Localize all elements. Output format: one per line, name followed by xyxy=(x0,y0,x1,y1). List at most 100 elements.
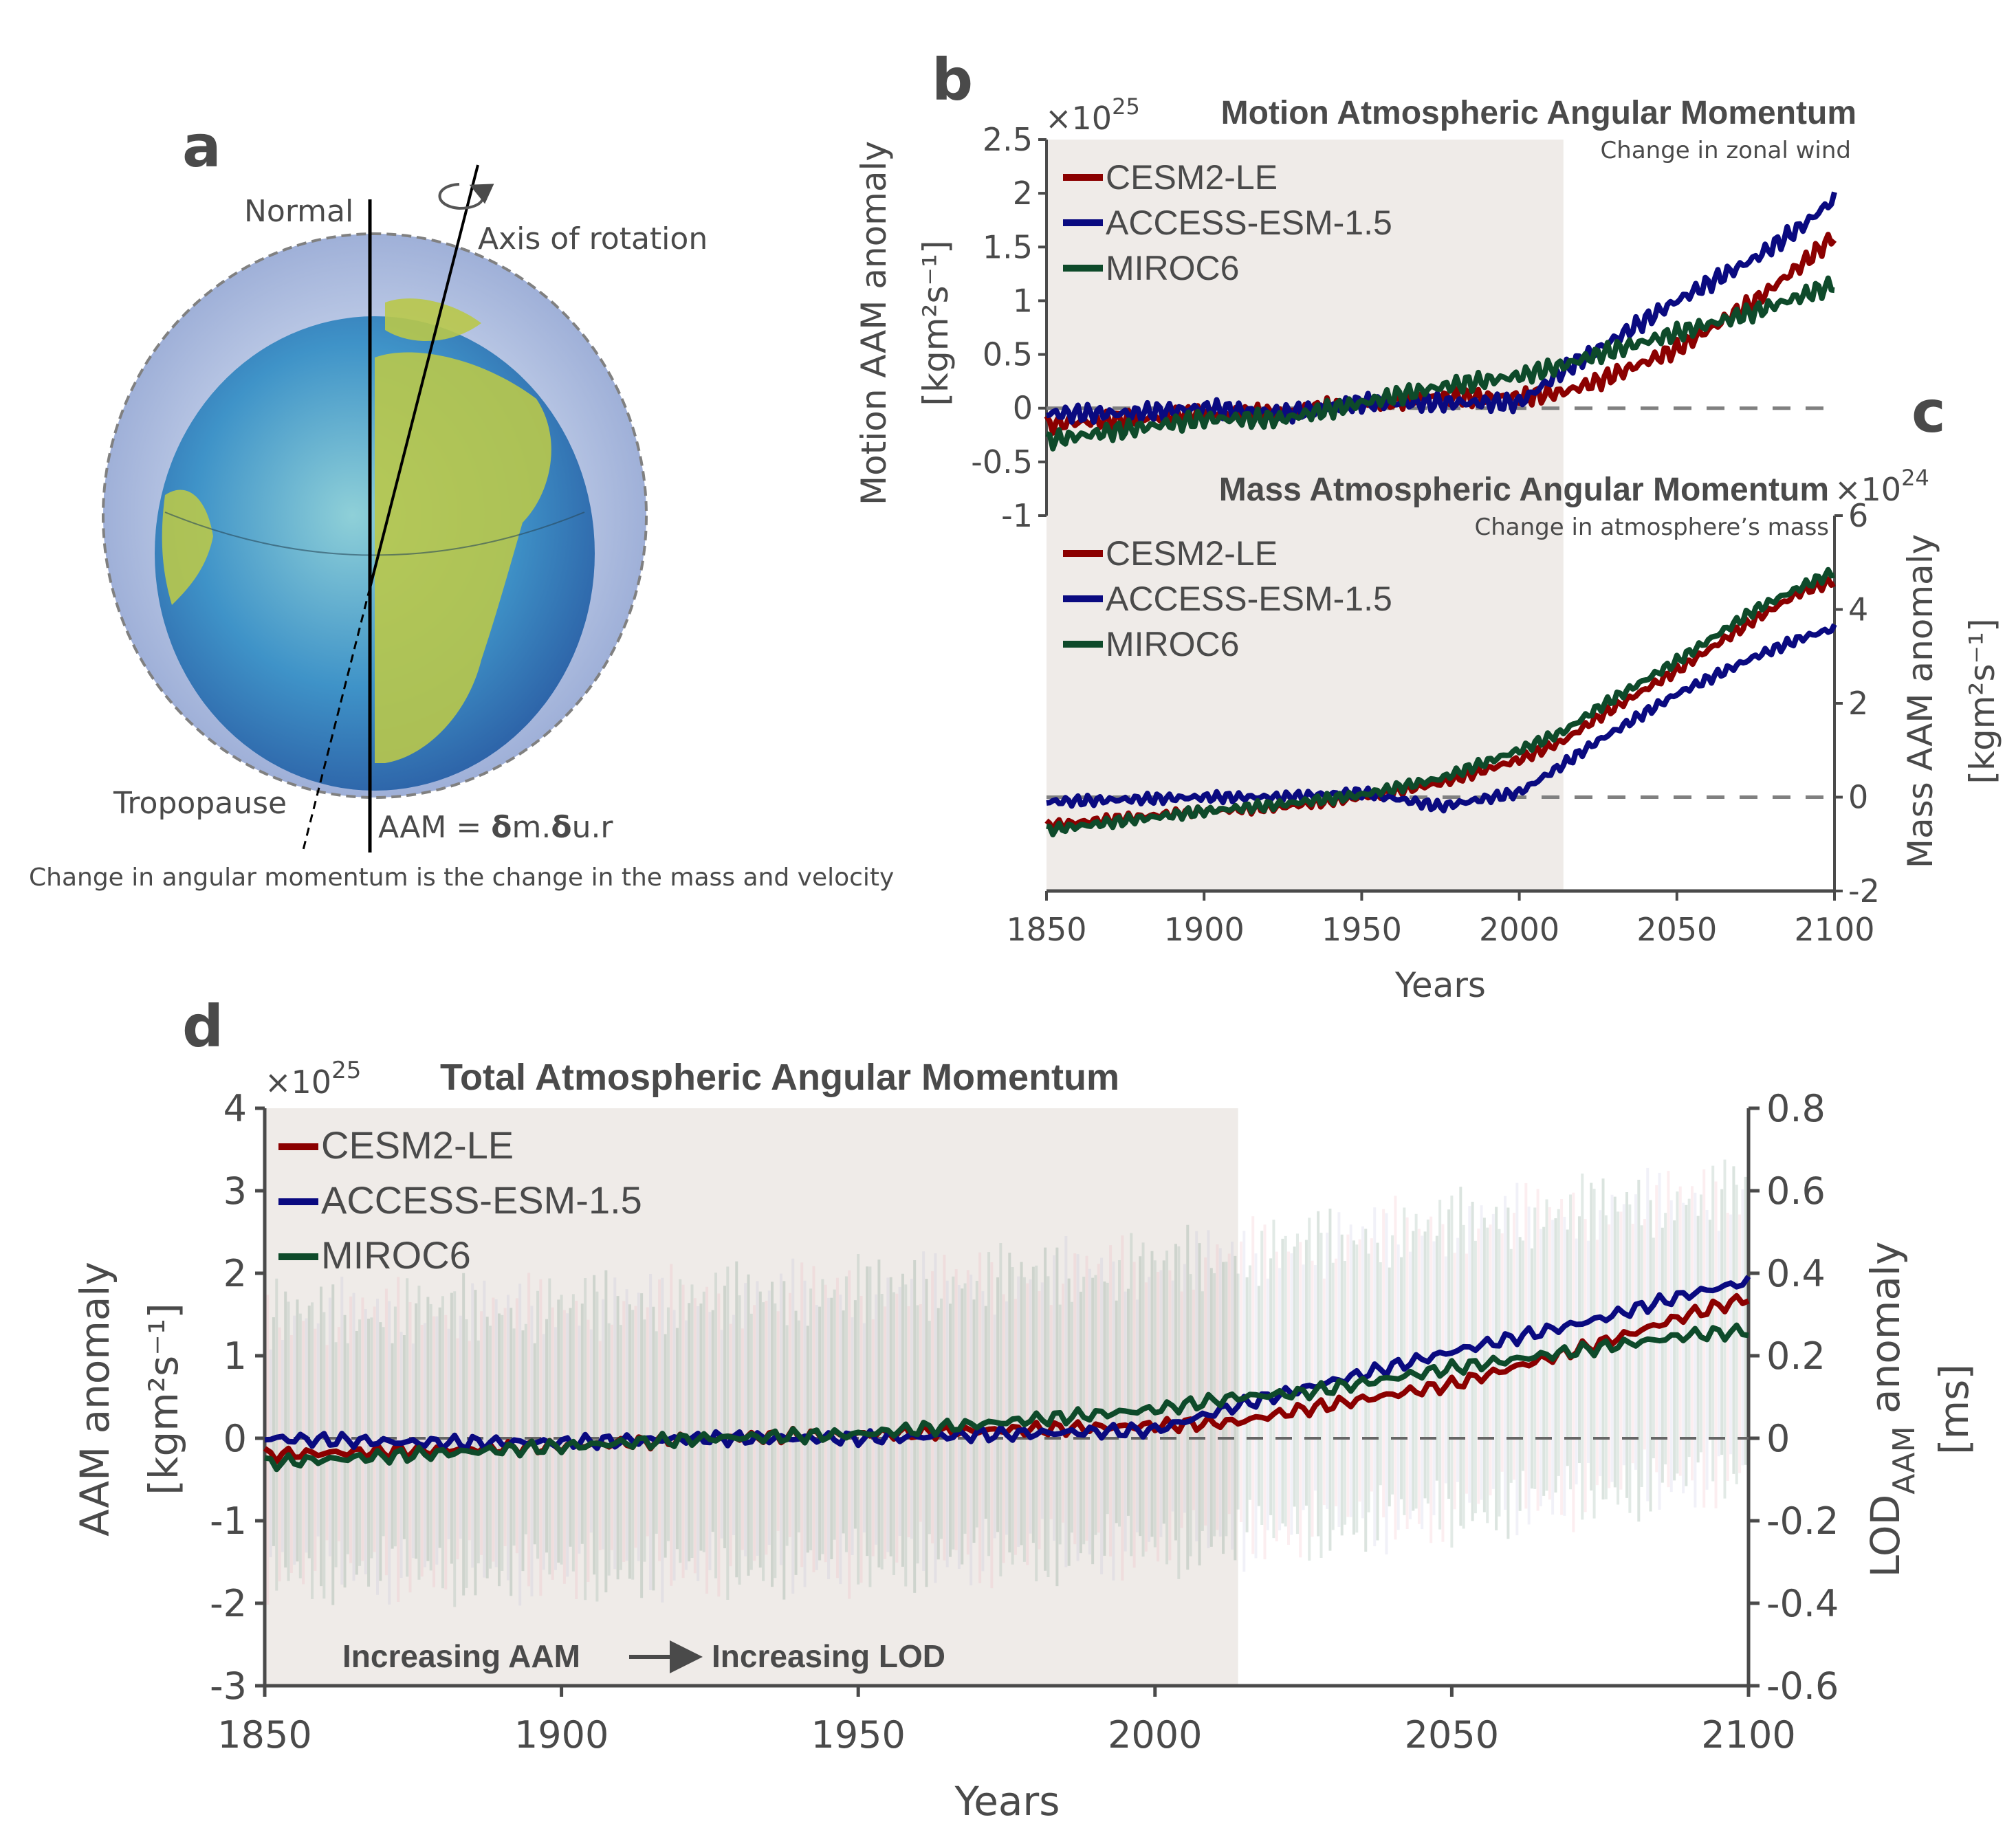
continent-south-america xyxy=(162,490,213,605)
rotation-axis-dashed xyxy=(301,587,371,853)
legend-c: CESM2-LE ACCESS-ESM-1.5 MIROC6 xyxy=(1063,534,1392,663)
equator-line xyxy=(164,512,585,556)
legend-label: CESM2-LE xyxy=(321,1123,514,1167)
x-tick-label-c: 1900 xyxy=(1164,911,1245,948)
x-tick-label-c: 1850 xyxy=(1006,911,1086,948)
x-tick-label-c: 2050 xyxy=(1636,911,1717,948)
annotation-increasing-lod: Increasing LOD xyxy=(712,1638,945,1674)
x-tick-label-c: 2100 xyxy=(1794,911,1874,948)
y2-tick-label-d: 0.4 xyxy=(1766,1252,1826,1295)
series-line-miroc6 xyxy=(264,1322,1749,1473)
y2-tick-label-d: 0 xyxy=(1766,1417,1790,1460)
aam-formula: AAM = δm.δu.r xyxy=(378,810,613,845)
y2-tick-label-d: 0.2 xyxy=(1766,1334,1826,1378)
panel-letter-d: d xyxy=(182,993,223,1060)
globe-caption: Change in angular momentum is the change… xyxy=(29,864,894,892)
y-tick-label-c: 0 xyxy=(1848,779,1868,816)
historical-shading-d xyxy=(265,1108,1238,1686)
chart-subtitle-c: Change in atmosphere’s mass xyxy=(1475,514,1830,541)
legend-b: CESM2-LE ACCESS-ESM-1.5 MIROC6 xyxy=(1063,158,1392,287)
panel-b-c: b c ×1025 Motion Atmospheric Angular Mom… xyxy=(854,46,2002,1005)
y2-tick-label-d: 0.8 xyxy=(1766,1087,1826,1130)
rotation-arrow-icon xyxy=(438,183,494,210)
chart-subtitle-b: Change in zonal wind xyxy=(1601,137,1851,164)
series-line-access-esm-1.5 xyxy=(1046,623,1837,814)
x-axis-label-c: Years xyxy=(1394,965,1486,1005)
annotation-increasing-aam: Increasing AAM xyxy=(342,1638,580,1674)
legend-label: MIROC6 xyxy=(321,1233,471,1277)
tropopause-label: Tropopause xyxy=(113,786,287,821)
panel-d: d ×1025 Total Atmospheric Angular Moment… xyxy=(72,993,1977,1825)
panel-letter-a: a xyxy=(182,113,221,180)
y-tick-label-d: 0 xyxy=(223,1417,247,1460)
y-tick-label-d: 1 xyxy=(223,1334,247,1378)
x-tick-label-d: 2100 xyxy=(1701,1713,1795,1757)
y-tick-label-c: 2 xyxy=(1848,685,1868,722)
panel-a: a Normal Axis of rotation Tropopause AAM… xyxy=(29,113,894,892)
x-tick-label-d: 2050 xyxy=(1405,1713,1499,1757)
y-tick-label-c: -2 xyxy=(1848,872,1880,910)
legend-label: ACCESS-ESM-1.5 xyxy=(321,1178,642,1222)
x-tick-label-c: 2000 xyxy=(1479,911,1559,948)
y-axis-unit-d: [kgm²s⁻¹] xyxy=(140,1303,187,1495)
y-tick-label-b: 2 xyxy=(1013,175,1033,212)
y-axis-unit-b: [kgm²s⁻¹] xyxy=(916,241,956,406)
chart-title-b: Motion Atmospheric Angular Momentum xyxy=(1221,95,1856,131)
y-tick-label-d: -2 xyxy=(210,1582,247,1625)
legend-label: MIROC6 xyxy=(1106,249,1239,287)
y-axis-unit-c: [kgm²s⁻¹] xyxy=(1962,619,2002,784)
axis-of-rotation-label: Axis of rotation xyxy=(478,221,708,256)
y2-tick-label-d: -0.2 xyxy=(1766,1499,1839,1543)
series-line-access-esm-1.5 xyxy=(1046,191,1837,425)
exponent-d: ×1025 xyxy=(265,1057,361,1101)
y2-axis-unit-d: [ms] xyxy=(1931,1364,1977,1455)
y2-tick-label-d: -0.4 xyxy=(1766,1582,1839,1625)
series-line-miroc6 xyxy=(1046,566,1835,837)
normal-label: Normal xyxy=(244,194,353,229)
y-axis-label-b: Motion AAM anomaly xyxy=(854,141,894,505)
y-tick-label-b: 2.5 xyxy=(983,121,1033,158)
y-tick-label-d: -3 xyxy=(210,1664,247,1708)
chart-title-d: Total Atmospheric Angular Momentum xyxy=(440,1057,1119,1098)
legend-label: ACCESS-ESM-1.5 xyxy=(1106,204,1392,242)
x-axis-label-d: Years xyxy=(954,1778,1060,1825)
y2-axis-label-d: LODAAM anomaly xyxy=(1862,1242,1922,1578)
y-tick-label-b: 1 xyxy=(1013,282,1033,319)
chart-title-c: Mass Atmospheric Angular Momentum xyxy=(1219,472,1829,508)
continent-greenland xyxy=(385,298,481,342)
rotation-axis-line xyxy=(369,164,479,588)
exponent-c: ×1024 xyxy=(1834,465,1929,508)
series-line-miroc6 xyxy=(1045,275,1835,452)
y-tick-label-d: 3 xyxy=(223,1169,247,1213)
legend-label: CESM2-LE xyxy=(1106,158,1278,197)
series-line-access-esm-1.5 xyxy=(264,1275,1751,1452)
x-tick-label-d: 1950 xyxy=(811,1713,905,1757)
x-tick-label-c: 1950 xyxy=(1322,911,1402,948)
x-tick-label-d: 1850 xyxy=(217,1713,311,1757)
y2-tick-label-d: -0.6 xyxy=(1766,1664,1839,1708)
continent-africa-eurasia xyxy=(375,352,551,763)
x-tick-label-d: 1900 xyxy=(514,1713,609,1757)
y-tick-label-d: 4 xyxy=(223,1087,247,1130)
exponent-b: ×1025 xyxy=(1045,94,1140,137)
y-tick-label-d: 2 xyxy=(223,1252,247,1295)
y-axis-label-d: AAM anomaly xyxy=(72,1262,118,1537)
y-tick-label-c: 6 xyxy=(1848,497,1868,534)
y-tick-label-d: -1 xyxy=(210,1499,247,1543)
y-tick-label-b: 1.5 xyxy=(983,228,1033,265)
panel-letter-c: c xyxy=(1911,378,1946,446)
legend-label: MIROC6 xyxy=(1106,625,1239,663)
y-tick-label-c: 4 xyxy=(1848,591,1868,628)
y-tick-label-b: 0.5 xyxy=(983,336,1033,373)
y-tick-label-b: -0.5 xyxy=(971,443,1033,481)
y-axis-label-c: Mass AAM anomaly xyxy=(1900,534,1940,868)
legend-label: CESM2-LE xyxy=(1106,534,1278,573)
legend-d: CESM2-LE ACCESS-ESM-1.5 MIROC6 xyxy=(278,1123,642,1277)
x-tick-label-d: 2000 xyxy=(1108,1713,1202,1757)
y-tick-label-b: -1 xyxy=(1001,497,1033,534)
y-tick-label-b: 0 xyxy=(1013,390,1033,427)
panel-letter-b: b xyxy=(932,46,973,113)
y2-tick-label-d: 0.6 xyxy=(1766,1169,1826,1213)
legend-label: ACCESS-ESM-1.5 xyxy=(1106,580,1392,618)
